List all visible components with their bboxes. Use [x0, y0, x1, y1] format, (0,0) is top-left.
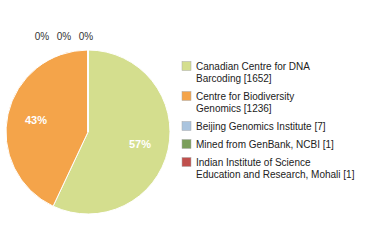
pie-slice [88, 50, 89, 132]
pie-slice [88, 50, 89, 132]
legend-swatch [182, 158, 191, 167]
legend: Canadian Centre for DNABarcoding [1652]C… [182, 61, 355, 180]
data-label: 57% [129, 138, 151, 150]
legend-line: Canadian Centre for DNA [196, 61, 310, 72]
legend-swatch [182, 122, 191, 131]
pie-slice [88, 50, 89, 132]
data-label: 0% [79, 31, 94, 42]
legend-label: Centre for BiodiversityGenomics [1236] [196, 91, 294, 114]
legend-swatch [182, 92, 191, 101]
legend-line: Mined from GenBank, NCBI [1] [196, 139, 334, 150]
legend-line: Beijing Genomics Institute [7] [196, 121, 326, 132]
pie [6, 50, 170, 214]
legend-line: Barcoding [1652] [196, 73, 272, 84]
legend-line: Indian Institute of Science [196, 157, 311, 168]
data-label: 43% [25, 114, 47, 126]
legend-line: Education and Research, Mohali [1] [196, 169, 355, 180]
pie-slice [6, 50, 88, 206]
legend-line: Genomics [1236] [196, 103, 272, 114]
legend-line: Centre for Biodiversity [196, 91, 294, 102]
chart: 57% 43% 0% 0% 0% Canadian Centre for DNABarco… [0, 0, 380, 240]
legend-label: Canadian Centre for DNABarcoding [1652] [196, 61, 310, 84]
legend-swatch [182, 62, 191, 71]
legend-label: Mined from GenBank, NCBI [1] [196, 139, 334, 150]
legend-label: Beijing Genomics Institute [7] [196, 121, 326, 132]
legend-swatch [182, 140, 191, 149]
legend-label: Indian Institute of ScienceEducation and… [196, 157, 355, 180]
data-label: 0% [57, 31, 72, 42]
data-label: 0% [35, 31, 50, 42]
